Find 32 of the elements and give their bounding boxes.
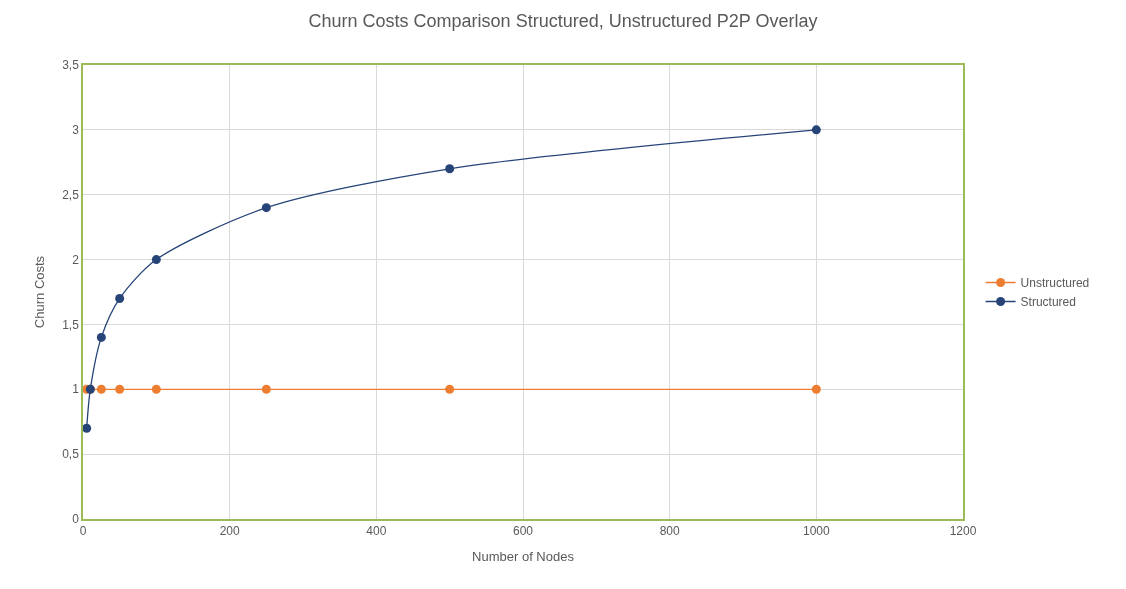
point [811, 384, 821, 394]
x-tick-label: 800 [659, 524, 680, 539]
x-tick-label: 600 [512, 524, 534, 539]
x-tick-label: 1000 [802, 524, 830, 539]
y-axis-title: Churn Costs [31, 255, 47, 329]
point [115, 384, 125, 394]
point [261, 203, 271, 213]
point [151, 255, 161, 265]
point [445, 384, 455, 394]
y-tick-label: 1 [72, 382, 80, 397]
point [151, 384, 161, 394]
y-tick-label: 0,5 [62, 447, 80, 462]
x-tick-label: 400 [366, 524, 387, 539]
y-tick-label: 0 [72, 512, 80, 527]
point [261, 384, 271, 394]
x-tick-label: 1200 [949, 524, 977, 539]
y-tick-label: 1,5 [62, 317, 80, 332]
point [811, 125, 821, 135]
point [445, 164, 455, 174]
point [83, 423, 92, 433]
point [96, 332, 106, 342]
legend-label: Structured [1020, 295, 1076, 310]
x-tick-label: 200 [219, 524, 240, 539]
legend-label: Unstructured [1020, 276, 1090, 291]
x-axis-title: Number of Nodes [472, 549, 575, 565]
y-tick-label: 2 [72, 252, 80, 267]
y-tick-label: 3,5 [62, 58, 80, 73]
y-tick-label: 3 [72, 123, 80, 138]
chart-title: Churn Costs Comparison Structured, Unstructured P2P Overlay [308, 11, 818, 32]
y-tick-label: 2,5 [62, 187, 80, 202]
point [96, 384, 106, 394]
point [115, 293, 125, 303]
